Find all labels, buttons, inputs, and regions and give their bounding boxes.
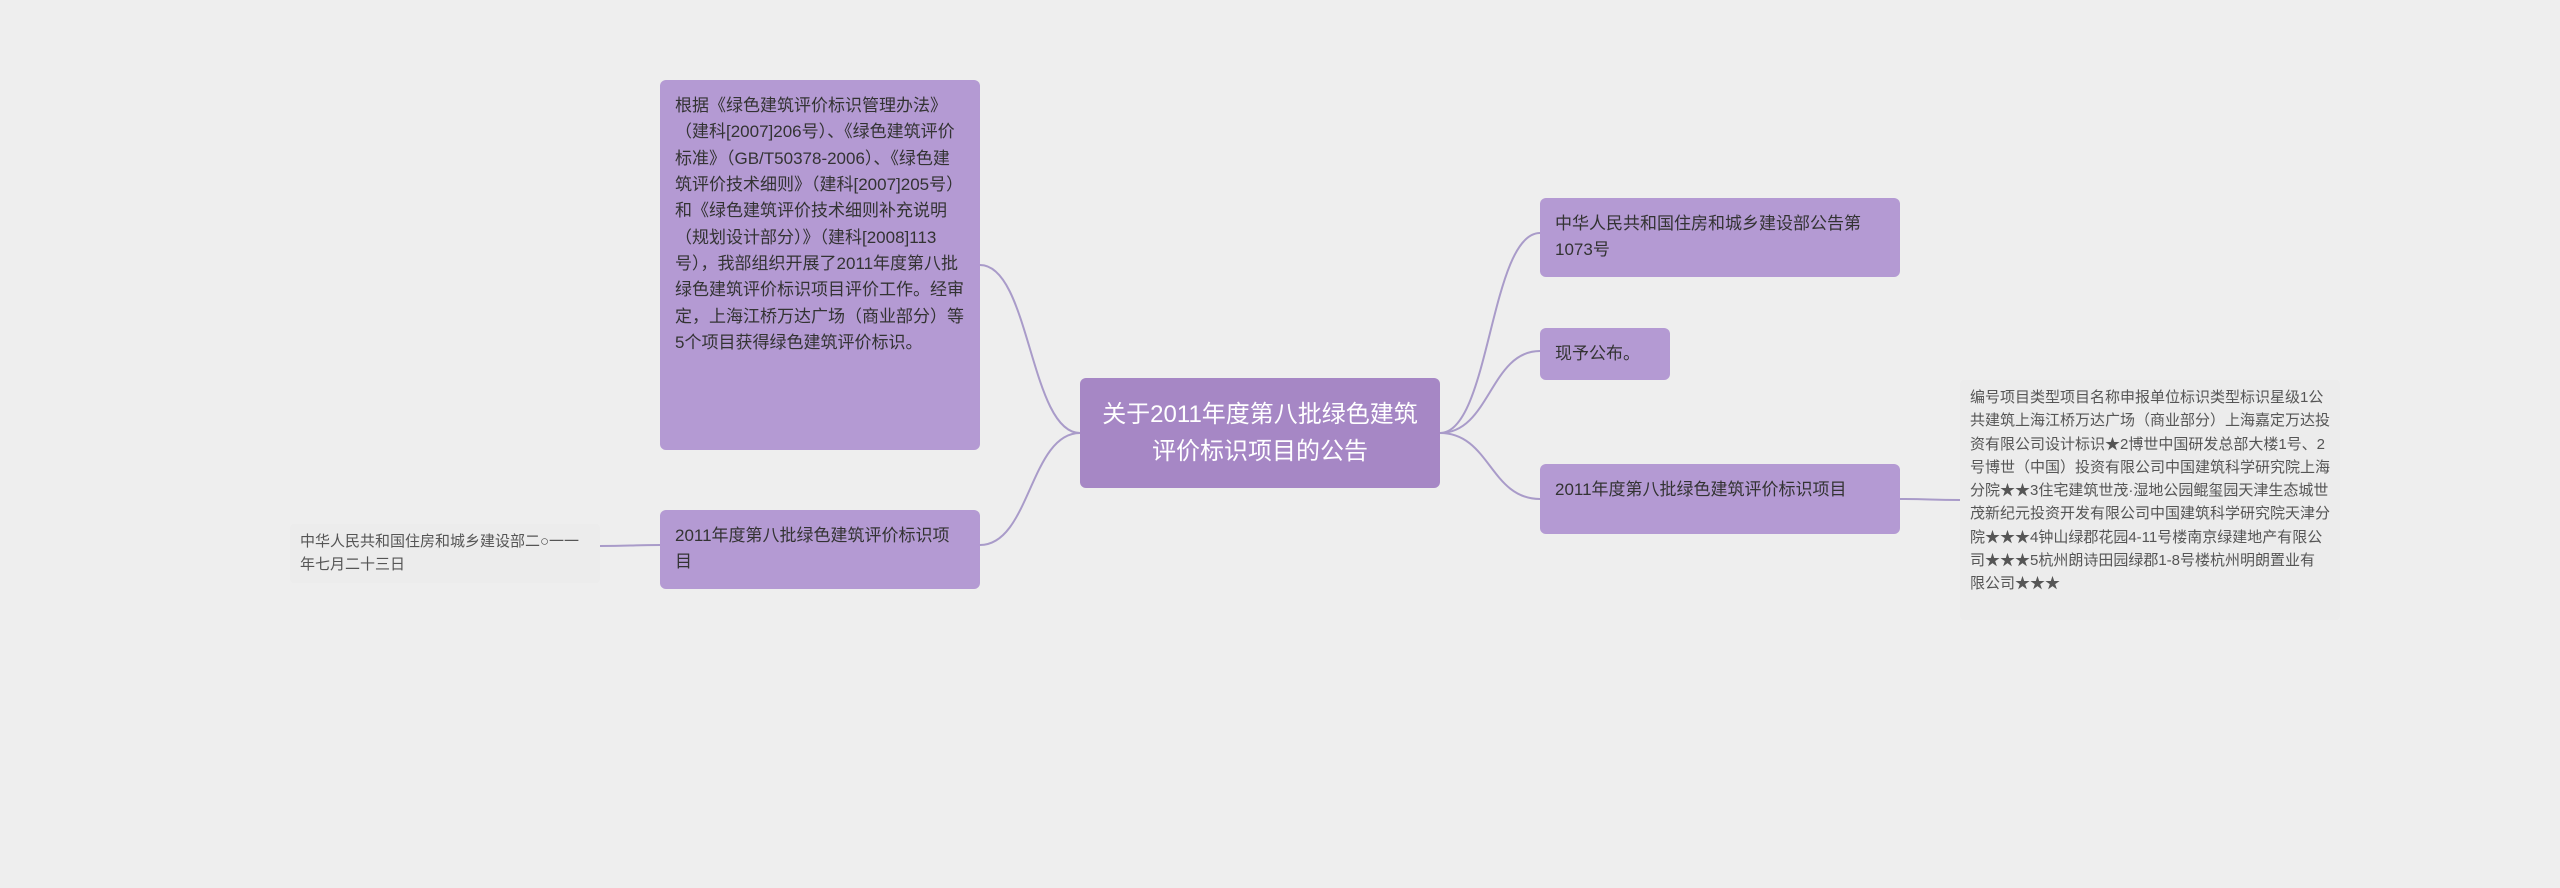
right-node-1: 中华人民共和国住房和城乡建设部公告第1073号 (1540, 198, 1900, 277)
left-node-2-child: 中华人民共和国住房和城乡建设部二○一一年七月二十三日 (290, 524, 600, 583)
left-node-2: 2011年度第八批绿色建筑评价标识项目 (660, 510, 980, 589)
center-node: 关于2011年度第八批绿色建筑评价标识项目的公告 (1080, 378, 1440, 488)
right-node-2: 现予公布。 (1540, 328, 1670, 380)
left-node-1: 根据《绿色建筑评价标识管理办法》（建科[2007]206号）、《绿色建筑评价标准… (660, 80, 980, 450)
right-node-3: 2011年度第八批绿色建筑评价标识项目 (1540, 464, 1900, 534)
right-node-3-child: 编号项目类型项目名称申报单位标识类型标识星级1公共建筑上海江桥万达广场（商业部分… (1960, 380, 2340, 620)
